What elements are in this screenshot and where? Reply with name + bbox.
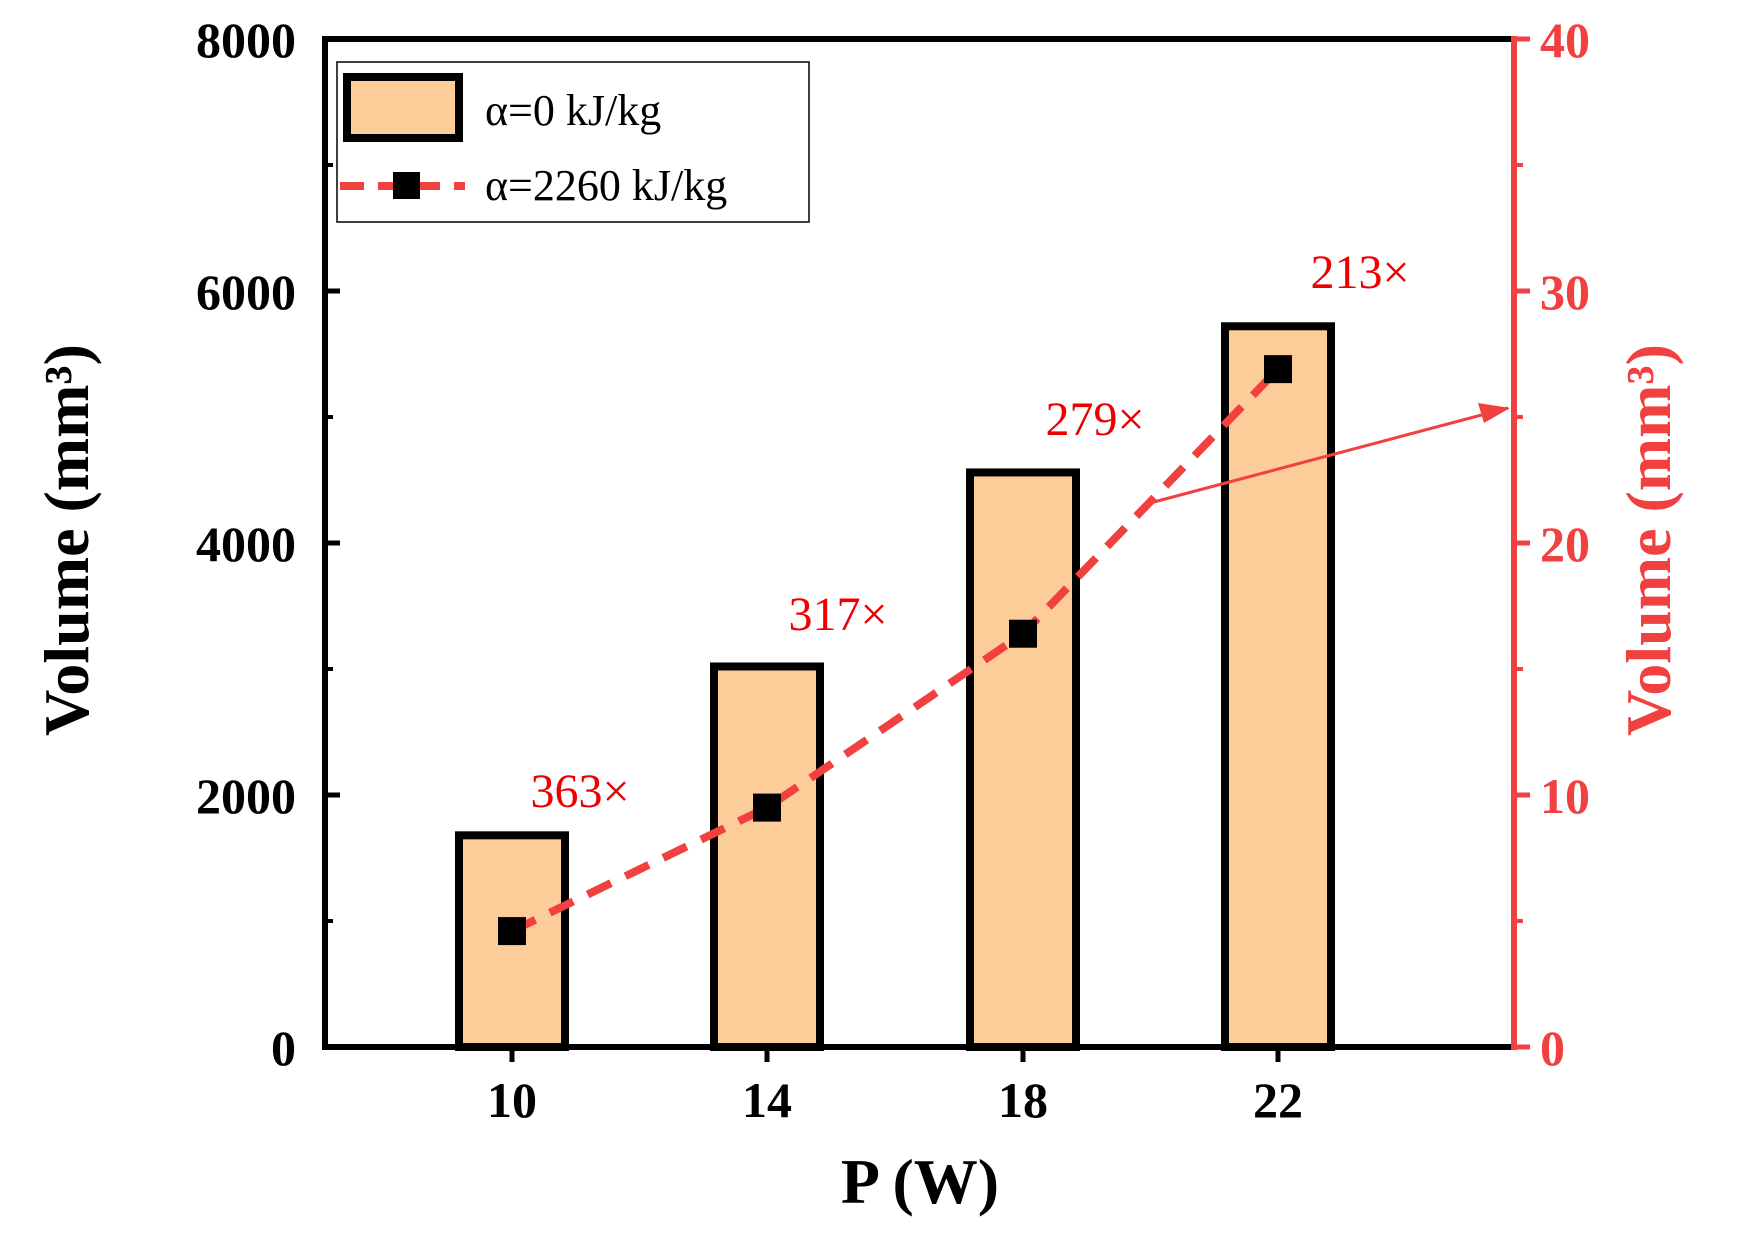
arrow-line — [1149, 406, 1509, 505]
x-tick-label: 22 — [1253, 1072, 1303, 1128]
bar — [966, 468, 1080, 1051]
x-tick-label: 14 — [742, 1072, 792, 1128]
data-point — [1264, 355, 1292, 384]
left-tick-label: 6000 — [196, 264, 296, 320]
data-point — [753, 793, 781, 822]
left-tick-label: 2000 — [196, 768, 296, 824]
y-axis-title-right: Volume (mm³) — [1613, 344, 1684, 736]
ratio-label: 213× — [1310, 246, 1409, 299]
legend-square-marker — [393, 172, 420, 199]
right-tick-label: 0 — [1540, 1020, 1565, 1076]
arrow-head — [1478, 403, 1510, 423]
x-tick-label: 10 — [487, 1072, 537, 1128]
left-tick-label: 0 — [271, 1020, 296, 1076]
data-point — [498, 917, 526, 946]
right-tick-label: 10 — [1540, 768, 1590, 824]
right-tick-label: 20 — [1540, 516, 1590, 572]
legend-bar-swatch — [343, 73, 463, 142]
x-axis-ticks: 10 14 18 22 — [487, 1047, 1303, 1128]
right-tick-label: 30 — [1540, 264, 1590, 320]
ratio-label: 279× — [1045, 393, 1144, 446]
legend-label-line: α=2260 kJ/kg — [485, 161, 727, 210]
data-point — [1009, 619, 1037, 648]
annotation-arrow — [1149, 403, 1510, 505]
ratio-annotations: 363× 317× 279× 213× — [530, 246, 1409, 818]
left-tick-label: 4000 — [196, 516, 296, 572]
ratio-label: 363× — [530, 765, 629, 818]
x-tick-label: 18 — [998, 1072, 1048, 1128]
series-line — [510, 366, 1281, 935]
legend: α=0 kJ/kg α=2260 kJ/kg — [336, 61, 810, 223]
right-axis-ticks: 0 10 20 30 40 — [1514, 12, 1590, 1076]
bar — [1221, 322, 1335, 1051]
ratio-label: 317× — [788, 588, 887, 641]
y-axis-title-left: Volume (mm³) — [31, 344, 102, 736]
x-axis-title: P (W) — [841, 1146, 999, 1217]
left-tick-label: 8000 — [196, 12, 296, 68]
right-tick-label: 40 — [1540, 12, 1590, 68]
bar — [710, 662, 824, 1051]
bar-series — [455, 322, 1335, 1051]
legend-label-bar: α=0 kJ/kg — [485, 86, 661, 135]
line-series — [498, 355, 1292, 946]
left-axis-ticks: 0 2000 4000 6000 8000 — [196, 12, 340, 1076]
